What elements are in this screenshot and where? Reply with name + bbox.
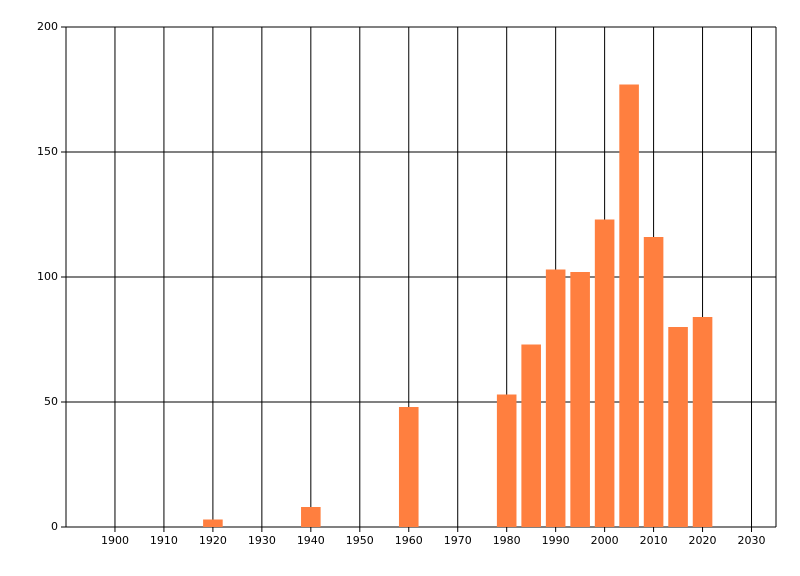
bar — [521, 344, 541, 527]
x-tick-label: 1930 — [248, 534, 276, 547]
y-tick-label: 150 — [37, 145, 58, 158]
x-tick-label: 1980 — [493, 534, 521, 547]
y-tick-label: 200 — [37, 20, 58, 33]
bar — [398, 407, 419, 527]
x-tick-label: 1990 — [542, 534, 570, 547]
x-tick-label: 1960 — [395, 534, 423, 547]
bar — [692, 317, 713, 527]
bar — [545, 269, 566, 527]
x-tick-label: 2000 — [591, 534, 619, 547]
bar — [301, 507, 321, 527]
x-tick-label: 2010 — [640, 534, 668, 547]
bar — [643, 237, 664, 527]
y-tick-label: 100 — [37, 270, 58, 283]
y-tick-label: 0 — [51, 520, 58, 533]
bar — [203, 519, 223, 527]
x-tick-label: 1900 — [101, 534, 129, 547]
y-tick-label: 50 — [44, 395, 58, 408]
x-tick-label: 1970 — [444, 534, 472, 547]
x-tick-label: 2030 — [738, 534, 766, 547]
x-tick-label: 1920 — [199, 534, 227, 547]
x-tick-label: 1950 — [346, 534, 374, 547]
bar — [594, 219, 615, 527]
x-tick-label: 2020 — [689, 534, 717, 547]
bar — [619, 84, 639, 527]
bar — [496, 394, 517, 527]
x-tick-label: 1910 — [150, 534, 178, 547]
bar — [570, 272, 590, 527]
x-tick-label: 1940 — [297, 534, 325, 547]
bar — [668, 327, 688, 527]
